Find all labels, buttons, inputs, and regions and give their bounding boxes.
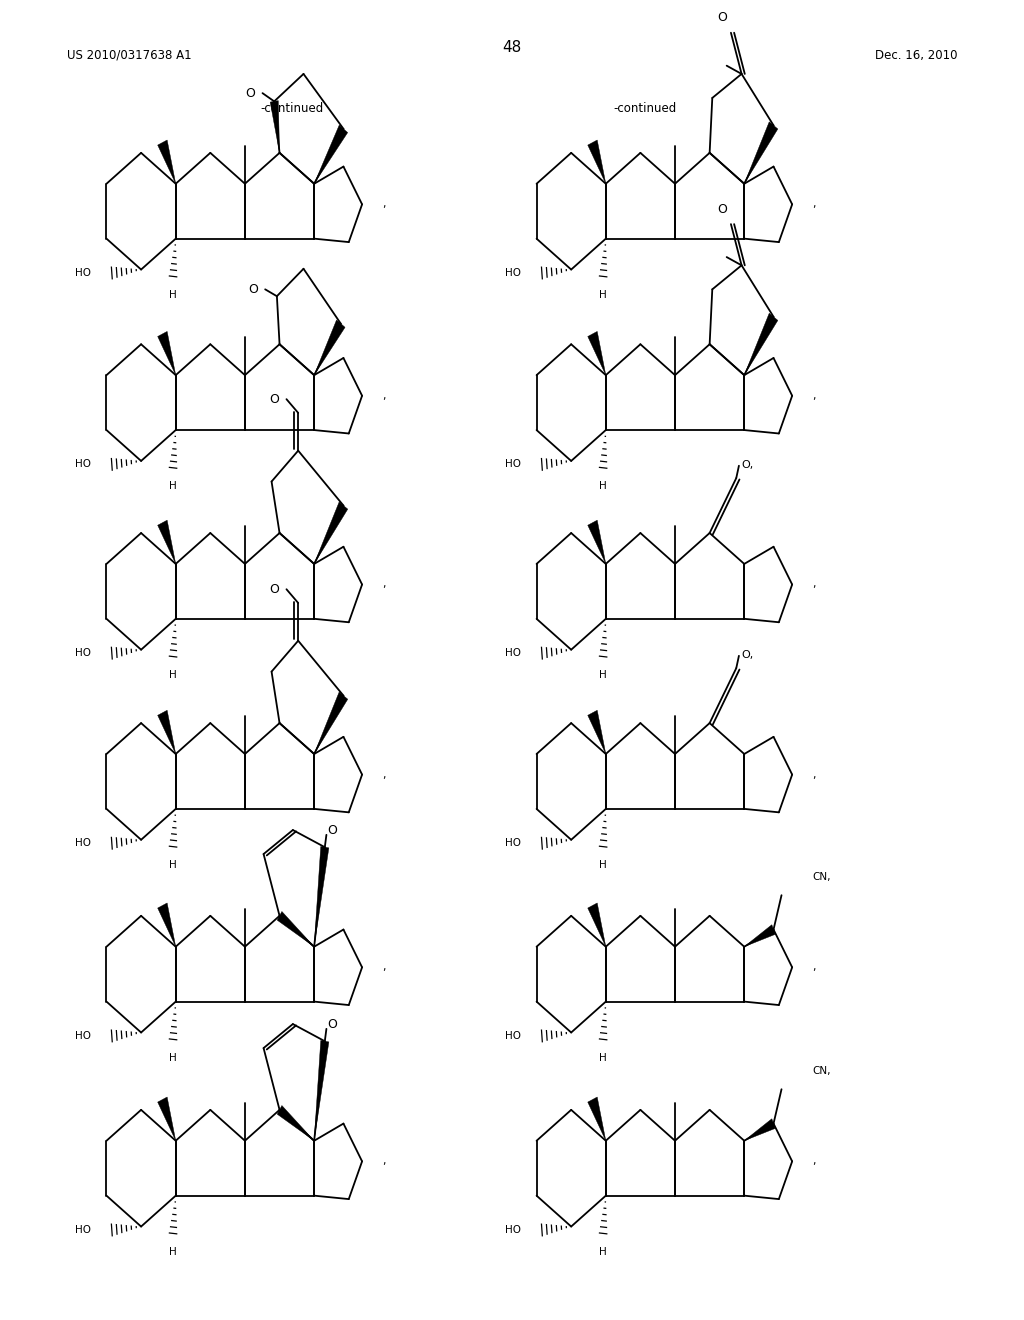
Text: H: H	[599, 669, 607, 680]
Text: H: H	[599, 1246, 607, 1257]
Text: ,: ,	[383, 579, 386, 590]
Text: H: H	[169, 1052, 177, 1063]
Text: H: H	[599, 480, 607, 491]
Text: CN,: CN,	[812, 1067, 830, 1076]
Text: O: O	[328, 1018, 337, 1031]
Text: Dec. 16, 2010: Dec. 16, 2010	[874, 49, 957, 62]
Polygon shape	[588, 903, 606, 946]
Polygon shape	[314, 692, 348, 754]
Polygon shape	[158, 710, 176, 754]
Text: HO: HO	[506, 838, 521, 849]
Text: -continued: -continued	[613, 102, 677, 115]
Text: HO: HO	[76, 459, 91, 470]
Polygon shape	[744, 925, 775, 946]
Text: H: H	[169, 859, 177, 870]
Text: O,: O,	[741, 459, 754, 470]
Text: O: O	[249, 282, 258, 296]
Text: O: O	[269, 392, 280, 405]
Polygon shape	[158, 520, 176, 564]
Text: ,: ,	[383, 199, 386, 210]
Text: HO: HO	[76, 1031, 91, 1041]
Polygon shape	[314, 125, 348, 183]
Text: O: O	[717, 11, 727, 24]
Text: O: O	[269, 582, 280, 595]
Text: ,: ,	[813, 579, 816, 590]
Text: O,: O,	[741, 649, 754, 660]
Polygon shape	[744, 121, 778, 183]
Polygon shape	[314, 319, 345, 375]
Text: O: O	[717, 202, 727, 215]
Polygon shape	[314, 502, 348, 564]
Text: O: O	[328, 824, 337, 837]
Polygon shape	[588, 331, 606, 375]
Text: ,: ,	[813, 770, 816, 780]
Polygon shape	[314, 1040, 329, 1140]
Text: HO: HO	[506, 268, 521, 279]
Text: H: H	[169, 289, 177, 300]
Text: ,: ,	[383, 962, 386, 973]
Text: HO: HO	[506, 1031, 521, 1041]
Text: ,: ,	[383, 770, 386, 780]
Text: HO: HO	[76, 648, 91, 659]
Text: H: H	[169, 480, 177, 491]
Polygon shape	[278, 1106, 314, 1140]
Text: US 2010/0317638 A1: US 2010/0317638 A1	[67, 49, 191, 62]
Text: ,: ,	[383, 391, 386, 401]
Text: ,: ,	[813, 962, 816, 973]
Polygon shape	[588, 140, 606, 183]
Text: ,: ,	[813, 199, 816, 210]
Polygon shape	[158, 331, 176, 375]
Polygon shape	[588, 1097, 606, 1140]
Text: HO: HO	[76, 268, 91, 279]
Text: ,: ,	[383, 1156, 386, 1167]
Polygon shape	[744, 313, 778, 375]
Polygon shape	[744, 1119, 775, 1140]
Text: H: H	[169, 669, 177, 680]
Text: HO: HO	[506, 648, 521, 659]
Text: ,: ,	[813, 391, 816, 401]
Text: HO: HO	[506, 459, 521, 470]
Polygon shape	[588, 520, 606, 564]
Text: H: H	[599, 859, 607, 870]
Polygon shape	[158, 140, 176, 183]
Text: CN,: CN,	[812, 873, 830, 882]
Polygon shape	[158, 1097, 176, 1140]
Text: O: O	[246, 87, 256, 99]
Text: 48: 48	[503, 40, 521, 54]
Text: ,: ,	[813, 1156, 816, 1167]
Polygon shape	[158, 903, 176, 946]
Text: H: H	[599, 289, 607, 300]
Text: -continued: -continued	[260, 102, 324, 115]
Text: H: H	[169, 1246, 177, 1257]
Polygon shape	[270, 100, 280, 153]
Text: HO: HO	[506, 1225, 521, 1236]
Polygon shape	[314, 846, 329, 946]
Polygon shape	[278, 912, 314, 946]
Polygon shape	[588, 710, 606, 754]
Text: H: H	[599, 1052, 607, 1063]
Text: HO: HO	[76, 1225, 91, 1236]
Text: HO: HO	[76, 838, 91, 849]
